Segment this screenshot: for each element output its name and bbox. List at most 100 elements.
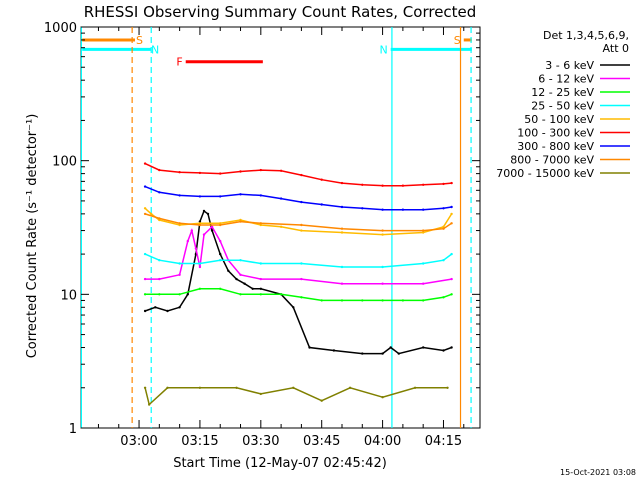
- data-point: [259, 168, 262, 172]
- data-point: [198, 220, 202, 223]
- data-point: [300, 262, 303, 265]
- data-point: [320, 178, 323, 181]
- data-point: [158, 217, 161, 220]
- data-point: [219, 223, 222, 227]
- data-point: [198, 265, 202, 269]
- data-point: [227, 269, 230, 272]
- data-point: [219, 259, 222, 262]
- data-point: [178, 262, 181, 265]
- data-point: [279, 169, 283, 172]
- data-point: [340, 282, 344, 285]
- data-point: [143, 252, 147, 256]
- data-point: [442, 207, 445, 210]
- data-point: [198, 262, 202, 265]
- data-point: [210, 225, 214, 228]
- data-point: [259, 277, 262, 281]
- data-point: [186, 293, 189, 296]
- data-point: [239, 220, 242, 223]
- data-point: [235, 386, 238, 389]
- data-point: [381, 229, 384, 232]
- data-point: [259, 223, 262, 227]
- data-point: [381, 299, 384, 302]
- data-point: [190, 229, 193, 232]
- data-point: [239, 273, 242, 276]
- data-point: [320, 299, 323, 302]
- chart-title: RHESSI Observing Summary Count Rates, Co…: [84, 3, 477, 21]
- data-point: [243, 282, 246, 285]
- x-axis: 03:00 03:15 03:30 03:45 04:00 04:15: [97, 27, 465, 449]
- data-point: [178, 306, 181, 309]
- data-point: [422, 231, 425, 234]
- data-point: [413, 386, 417, 389]
- data-point: [143, 162, 147, 165]
- data-point: [219, 222, 222, 225]
- data-point: [450, 181, 453, 185]
- data-point: [450, 212, 453, 216]
- data-point: [442, 227, 445, 230]
- data-point: [166, 386, 169, 389]
- data-point: [450, 252, 453, 256]
- data-point: [158, 191, 161, 194]
- data-point: [401, 299, 405, 302]
- data-point: [442, 182, 445, 186]
- data-point: [300, 296, 303, 299]
- data-point: [300, 277, 303, 281]
- data-point: [259, 194, 262, 197]
- data-point: [442, 349, 445, 352]
- flag-label: N: [379, 43, 387, 56]
- legend-header-line-2: Att 0: [603, 42, 629, 55]
- data-point: [158, 259, 161, 262]
- data-point: [239, 193, 242, 196]
- data-point: [198, 195, 202, 198]
- x-tick-label: 03:45: [303, 434, 340, 449]
- series-line: [144, 213, 453, 232]
- data-point: [401, 184, 405, 187]
- data-point: [300, 223, 303, 227]
- data-point: [381, 208, 384, 211]
- data-point: [259, 293, 262, 296]
- x-tick-label: 04:00: [364, 434, 401, 449]
- data-point: [381, 184, 384, 187]
- legend-entry-label: 300 - 800 keV: [517, 140, 594, 153]
- footer-timestamp: 15-Oct-2021 03:08: [560, 468, 636, 477]
- x-tick-label: 03:30: [242, 434, 279, 449]
- series-line: [144, 162, 452, 187]
- data-point: [450, 277, 453, 281]
- flag-bars: S SN NF: [82, 34, 472, 69]
- x-tick-label: 03:15: [181, 434, 218, 449]
- data-point: [340, 265, 344, 269]
- data-point: [381, 352, 384, 355]
- data-point: [340, 227, 344, 230]
- legend-entry-label: 7000 - 15000 keV: [496, 167, 594, 180]
- flag-label: F: [176, 56, 182, 69]
- data-point: [450, 346, 453, 349]
- data-point: [381, 396, 384, 399]
- data-point: [178, 273, 181, 276]
- data-point: [292, 306, 295, 309]
- data-point: [361, 352, 364, 355]
- data-point: [259, 262, 262, 265]
- data-point: [381, 265, 384, 269]
- data-point: [361, 207, 364, 210]
- x-tick-label: 03:00: [120, 434, 157, 449]
- data-point: [210, 229, 214, 232]
- data-point: [340, 299, 344, 302]
- data-point: [143, 185, 147, 188]
- vertical-markers: [80, 27, 472, 428]
- y-axis-label: Corrected Count Rate (s⁻¹ detector⁻¹): [25, 114, 40, 359]
- data-point: [422, 229, 425, 232]
- data-point: [219, 172, 222, 175]
- data-point: [300, 229, 303, 232]
- data-point: [422, 282, 425, 285]
- data-point: [143, 309, 147, 313]
- legend-entry-label: 6 - 12 keV: [538, 73, 594, 86]
- data-point: [308, 346, 311, 349]
- data-point: [340, 231, 344, 234]
- data-point: [320, 203, 323, 206]
- y-tick-label: 10: [60, 288, 77, 303]
- data-point: [361, 299, 364, 302]
- series-line: [144, 185, 452, 211]
- data-point: [178, 222, 181, 225]
- data-point: [450, 222, 453, 225]
